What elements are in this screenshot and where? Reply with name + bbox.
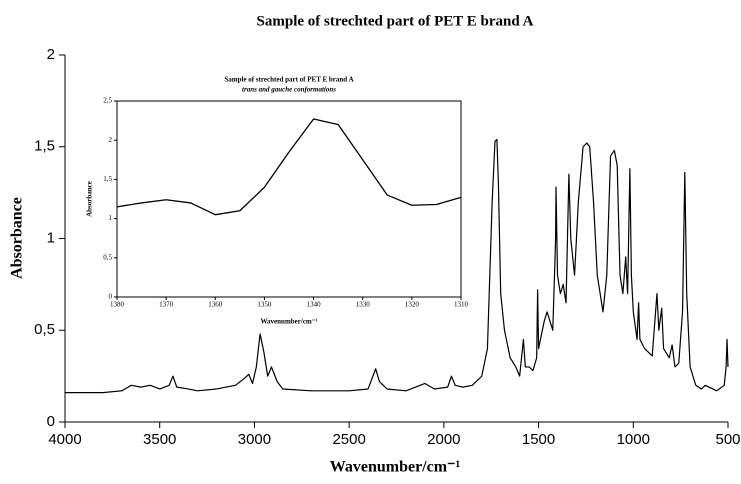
y-tick-label: 1,5 xyxy=(103,175,112,183)
x-tick-label: 4000 xyxy=(48,431,81,448)
y-tick-label: 0 xyxy=(47,413,55,430)
inset-y-label: Absorbance xyxy=(86,181,94,217)
spectrum-line xyxy=(65,138,729,394)
x-tick-label: 1380 xyxy=(110,301,125,309)
y-tick-label: 0 xyxy=(109,293,113,301)
chart-title: Sample of strechted part of PET E brand … xyxy=(257,13,534,29)
y-axis-label: Absorbance xyxy=(9,197,26,279)
x-axis-label: Wavenumber/cm⁻¹ xyxy=(330,459,461,476)
inset-title: Sample of strechted part of PET E brand … xyxy=(224,76,353,84)
x-tick-label: 500 xyxy=(715,431,740,448)
x-tick-label: 1340 xyxy=(307,301,322,309)
x-tick-label: 2000 xyxy=(427,431,460,448)
x-tick-label: 3000 xyxy=(238,431,271,448)
x-tick-label: 1360 xyxy=(208,301,223,309)
y-tick-label: 1 xyxy=(109,214,113,222)
inset-frame xyxy=(116,100,462,298)
inset-subtitle: trans and gauche conformations xyxy=(242,86,336,94)
x-tick-label: 1000 xyxy=(617,431,650,448)
y-tick-label: 2,5 xyxy=(103,97,112,105)
x-tick-label: 3500 xyxy=(143,431,176,448)
x-tick-label: 1320 xyxy=(405,301,420,309)
y-tick-label: 0,5 xyxy=(103,253,112,261)
x-tick-label: 1370 xyxy=(159,301,174,309)
y-tick-label: 0,5 xyxy=(34,321,55,338)
y-tick-label: 1 xyxy=(47,229,55,246)
inset-x-label: Wavenumber/cm⁻¹ xyxy=(260,318,317,326)
x-tick-label: 2500 xyxy=(332,431,365,448)
y-tick-label: 2 xyxy=(109,136,113,144)
x-tick-label: 1330 xyxy=(356,301,371,309)
x-tick-label: 1310 xyxy=(454,301,469,309)
y-tick-label: 1,5 xyxy=(34,138,55,155)
spectrum-line xyxy=(116,118,462,216)
x-tick-label: 1350 xyxy=(257,301,272,309)
y-tick-label: 2 xyxy=(47,46,55,63)
x-tick-label: 1500 xyxy=(522,431,555,448)
